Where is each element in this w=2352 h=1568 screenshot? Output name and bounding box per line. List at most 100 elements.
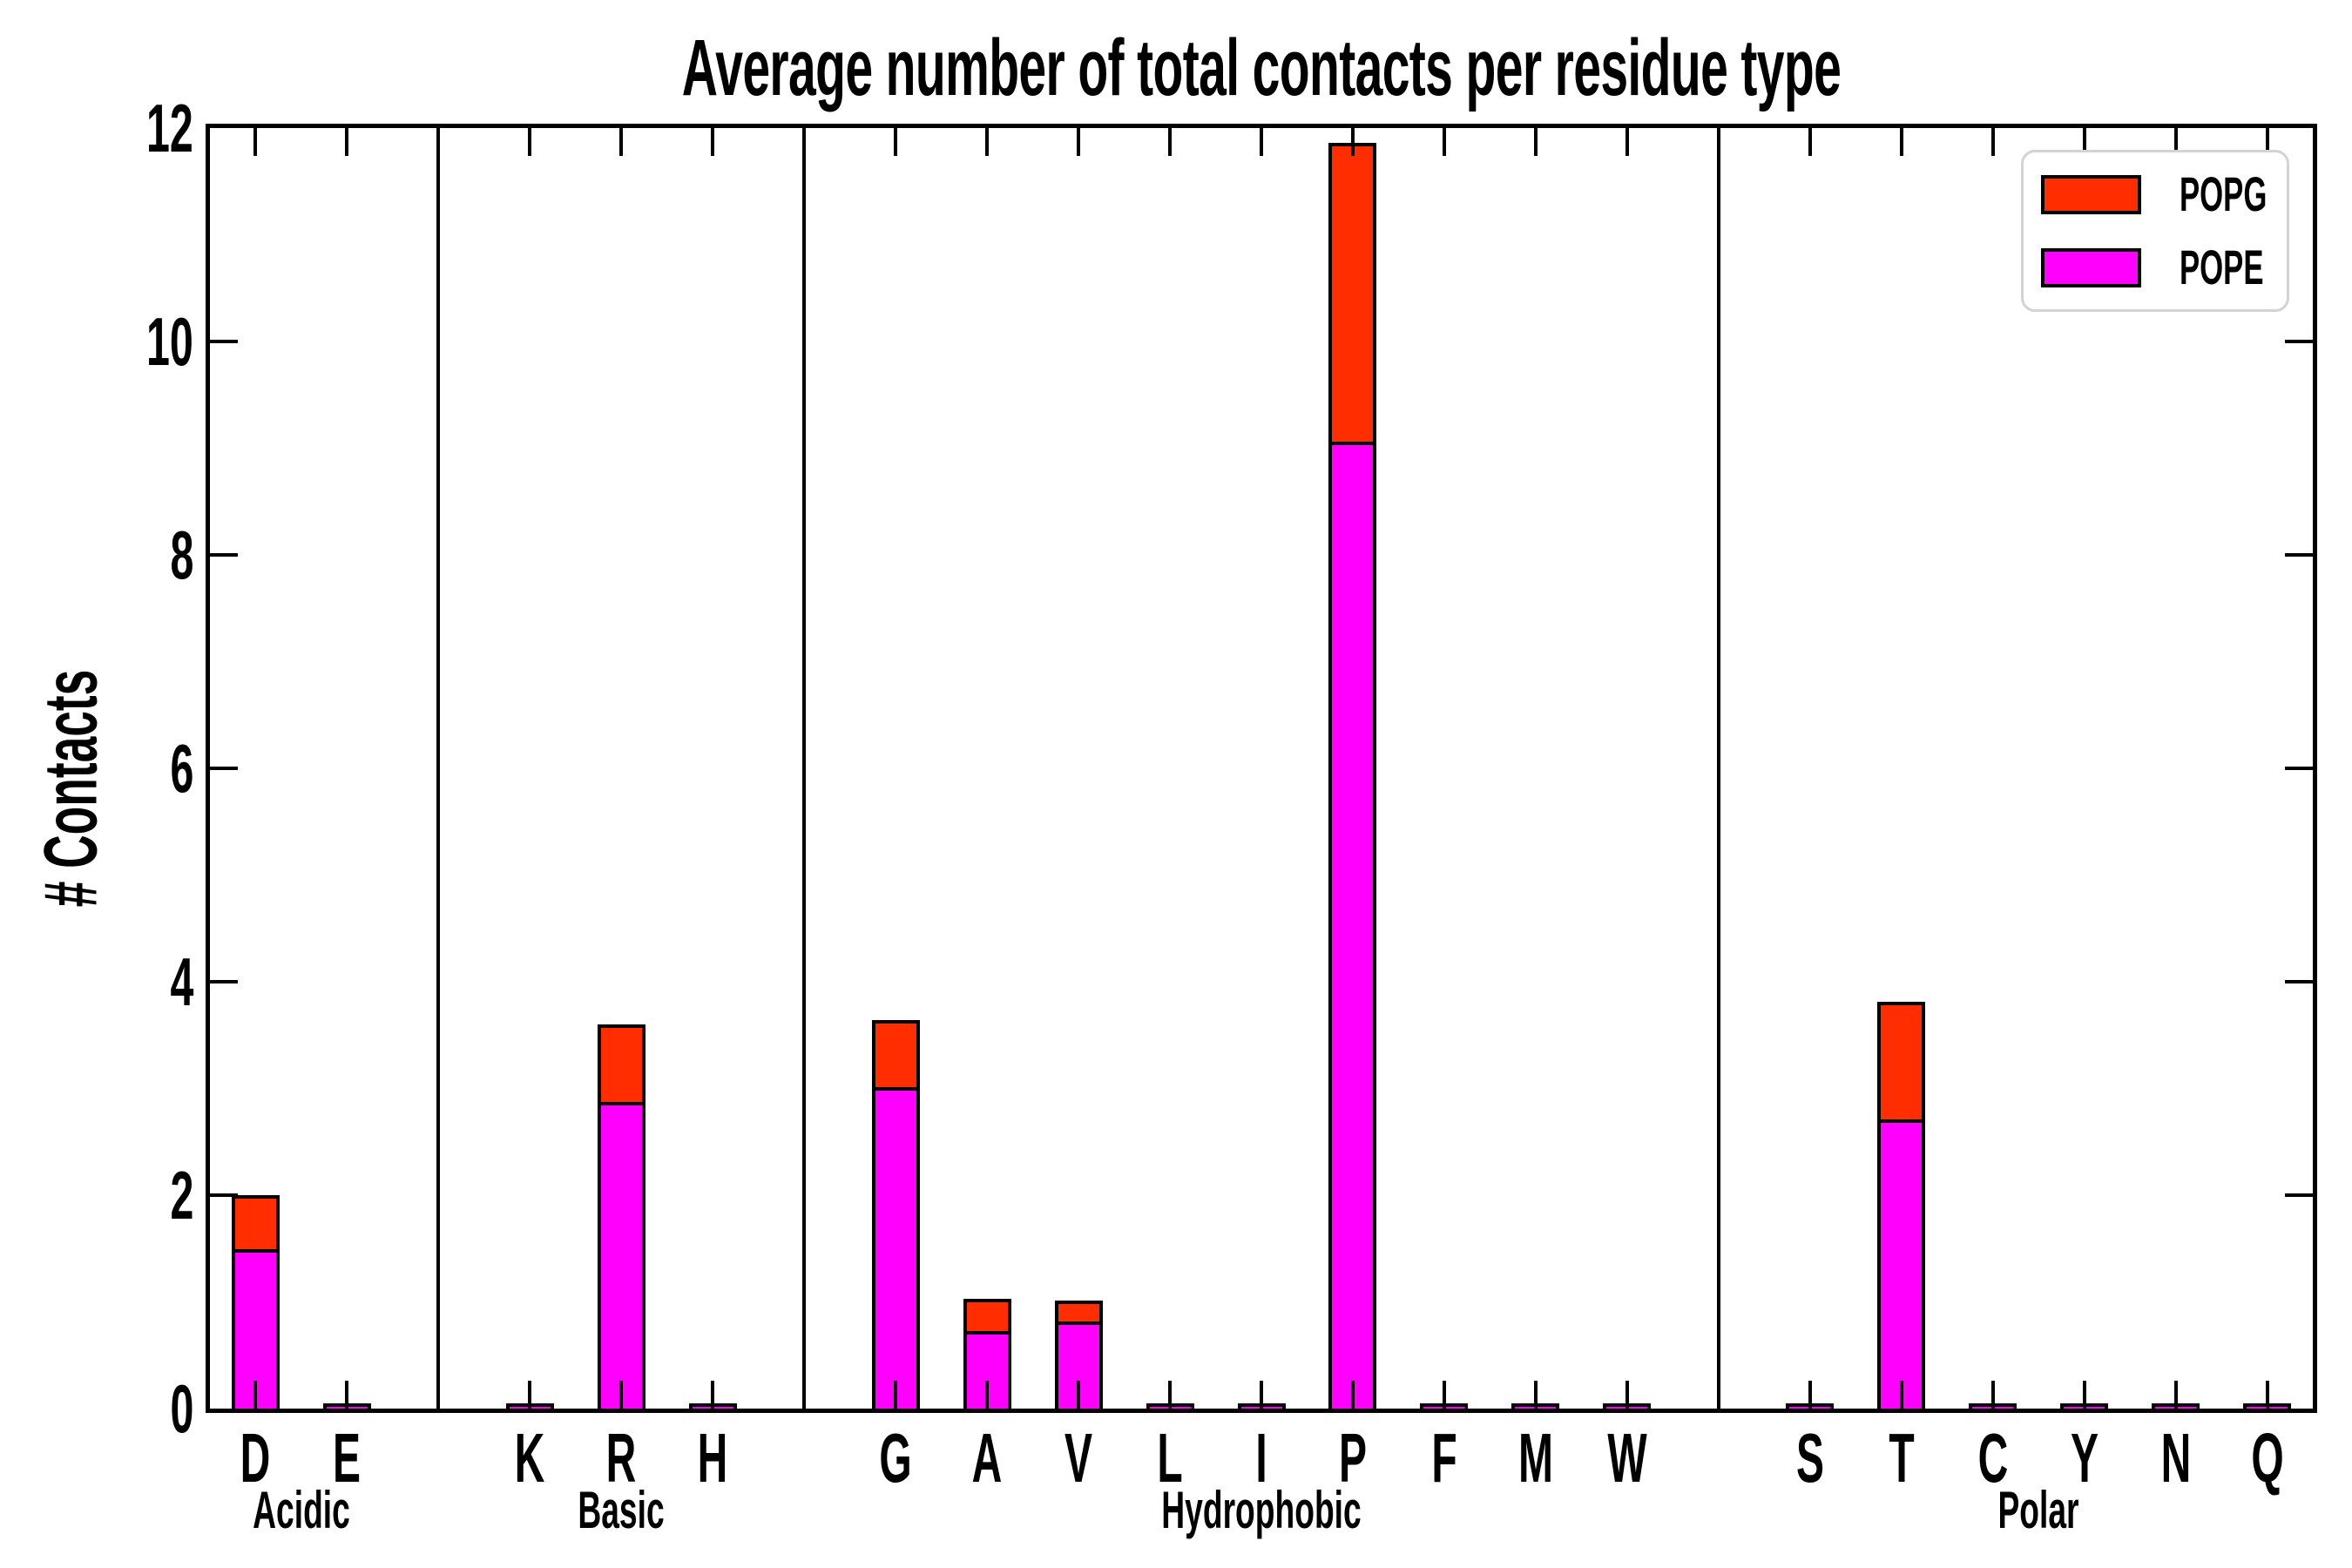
x-tick-bottom (1625, 1381, 1629, 1409)
y-tick-left (210, 553, 238, 557)
x-tick-label-F: F (1431, 1419, 1457, 1497)
x-tick-bottom (1168, 1381, 1173, 1409)
x-tick-label-S: S (1795, 1419, 1824, 1497)
x-tick-label-H: H (697, 1419, 728, 1497)
x-tick-top (1716, 128, 1720, 156)
group-separator (436, 128, 441, 1409)
legend-label: POPE (2180, 240, 2264, 294)
x-tick-label-V: V (1064, 1419, 1093, 1497)
x-tick-bottom (711, 1381, 715, 1409)
legend: POPG POPE (2021, 150, 2289, 312)
x-tick-bottom (1990, 1381, 1995, 1409)
x-tick-bottom (2082, 1381, 2086, 1409)
x-tick-label-C: C (1977, 1419, 2008, 1497)
x-tick-bottom (1442, 1381, 1446, 1409)
x-tick-label-Y: Y (2070, 1419, 2099, 1497)
x-tick-top (1899, 128, 1903, 156)
x-tick-bottom (1077, 1381, 1081, 1409)
y-tick-left (210, 340, 238, 343)
y-tick-label: 2 (170, 1157, 193, 1233)
x-tick-bottom (345, 1381, 349, 1409)
bar-segment-pope-P (1328, 438, 1377, 1412)
x-tick-bottom (894, 1381, 898, 1409)
group-label-polar: Polar (1997, 1481, 2079, 1539)
x-tick-top (345, 128, 349, 156)
x-tick-top (253, 128, 258, 156)
chart-title: Average number of total contacts per res… (681, 24, 1842, 112)
x-tick-bottom (2265, 1381, 2269, 1409)
plot-area (206, 124, 2317, 1413)
bar-segment-popg-A (963, 1298, 1011, 1335)
group-label-basic: Basic (578, 1481, 665, 1539)
x-tick-label-Q: Q (2250, 1419, 2284, 1497)
legend-item-popg: POPG (2041, 170, 2287, 219)
bar-segment-popg-G (871, 1019, 920, 1092)
x-tick-top (2082, 128, 2086, 156)
legend-swatch-pope (2041, 247, 2141, 287)
x-tick-label-T: T (1889, 1419, 1915, 1497)
x-tick-top (2265, 128, 2269, 156)
x-tick-label-W: W (1607, 1419, 1647, 1497)
x-tick-label-L: L (1157, 1419, 1183, 1497)
group-separator (802, 128, 807, 1409)
x-tick-top (1625, 128, 1629, 156)
x-tick-label-N: N (2160, 1419, 2191, 1497)
group-label-hydrophobic: Hydrophobic (1161, 1481, 1362, 1539)
y-axis-label: # Contacts (29, 669, 113, 908)
bar-segment-popg-R (597, 1024, 645, 1106)
y-tick-left (210, 980, 238, 983)
y-tick-left (210, 767, 238, 770)
x-tick-top (1260, 128, 1263, 156)
x-tick-top (1077, 128, 1081, 156)
bar-segment-popg-P (1328, 142, 1377, 446)
x-tick-top (1990, 128, 1995, 156)
y-tick-label: 10 (146, 303, 193, 380)
x-tick-label-D: D (240, 1419, 271, 1497)
x-tick-bottom (802, 1381, 807, 1409)
legend-label: POPG (2180, 166, 2268, 221)
x-tick-top (985, 128, 990, 156)
x-tick-bottom (1533, 1381, 1538, 1409)
x-tick-top (2173, 128, 2178, 156)
y-tick-label: 6 (170, 730, 193, 807)
y-tick-right (2285, 553, 2313, 557)
bar-segment-popg-V (1054, 1300, 1103, 1325)
y-tick-right (2285, 1193, 2313, 1197)
x-tick-top (1442, 128, 1446, 156)
legend-item-pope: POPE (2041, 243, 2287, 292)
y-tick-right (2285, 767, 2313, 770)
x-tick-top (619, 128, 624, 156)
y-tick-right (2285, 340, 2313, 343)
bar-segment-pope-T (1877, 1116, 1926, 1412)
x-tick-bottom (985, 1381, 990, 1409)
x-tick-bottom (436, 1381, 441, 1409)
x-tick-bottom (2173, 1381, 2178, 1409)
x-tick-label-K: K (515, 1419, 545, 1497)
x-tick-label-I: I (1255, 1419, 1267, 1497)
x-tick-label-R: R (605, 1419, 637, 1497)
bar-segment-pope-G (871, 1084, 920, 1412)
x-tick-bottom (1350, 1381, 1355, 1409)
y-tick-label: 12 (146, 90, 193, 166)
bar-segment-popg-D (231, 1194, 280, 1254)
x-tick-bottom (1808, 1381, 1812, 1409)
x-tick-top (1168, 128, 1173, 156)
x-tick-label-M: M (1517, 1419, 1553, 1497)
x-tick-top (436, 128, 441, 156)
x-tick-top (1808, 128, 1812, 156)
x-tick-bottom (1260, 1381, 1263, 1409)
x-tick-label-G: G (879, 1419, 912, 1497)
x-tick-bottom (253, 1381, 258, 1409)
x-tick-label-A: A (971, 1419, 1003, 1497)
legend-swatch-popg (2041, 174, 2141, 214)
x-tick-bottom (528, 1381, 532, 1409)
x-tick-label-E: E (333, 1419, 362, 1497)
x-tick-top (528, 128, 532, 156)
x-tick-top (1350, 128, 1355, 156)
bar-segment-popg-T (1877, 1001, 1926, 1124)
y-tick-label: 0 (170, 1370, 193, 1447)
group-separator (1716, 128, 1720, 1409)
x-tick-top (894, 128, 898, 156)
x-tick-bottom (1716, 1381, 1720, 1409)
